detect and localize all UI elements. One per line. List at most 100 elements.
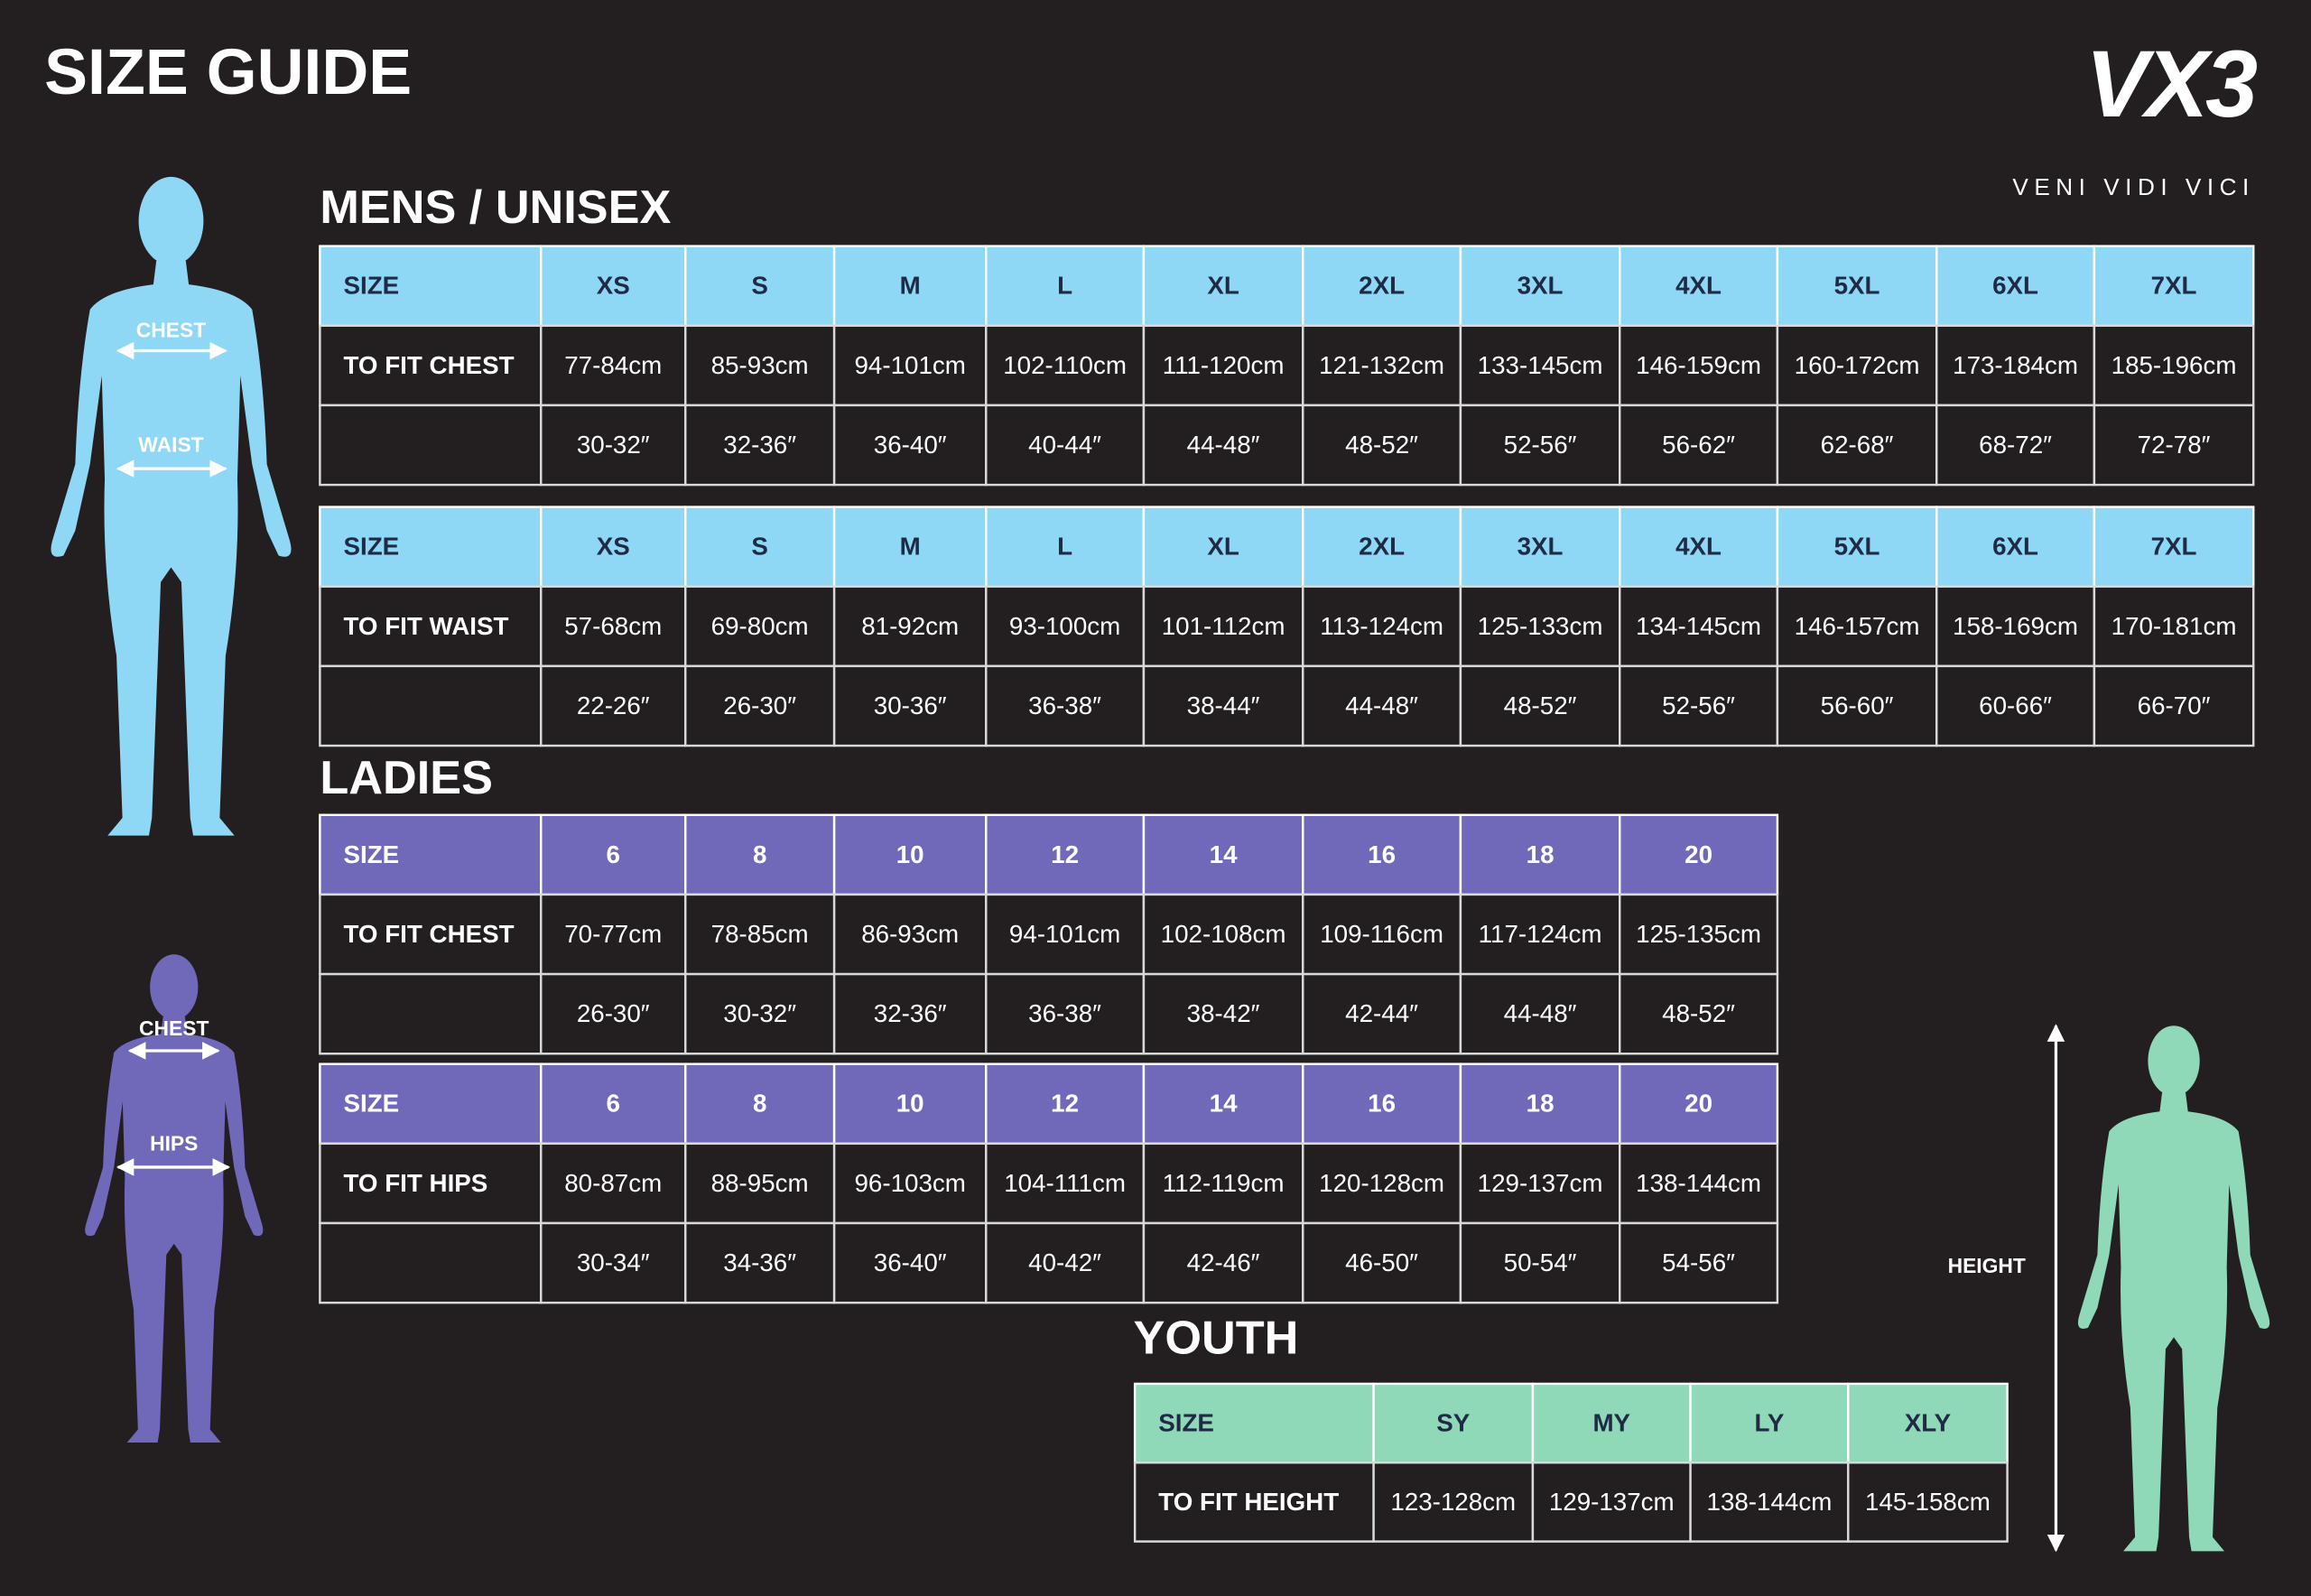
header-cell: [1619, 1062, 1779, 1146]
size-table: SIZE XS S M L XL 2XL 3XL 4XL 5XL 6XL 7XL TO FIT CHES…: [319, 245, 2255, 487]
cell-text: 32-36″: [723, 431, 796, 459]
header-cell: [1619, 813, 1779, 896]
header-text: XS: [597, 272, 630, 300]
body-cell: [684, 972, 836, 1055]
cell-text: 48-52″: [1504, 691, 1577, 719]
body-cell: [1302, 324, 1462, 407]
section-title: YOUTH: [1134, 1312, 1299, 1364]
header-cell: [1142, 1062, 1304, 1146]
header-text: 18: [1527, 840, 1555, 868]
body-cell: [1142, 1142, 1304, 1225]
header-cell: [1847, 1382, 2009, 1464]
header-text: XL: [1207, 533, 1239, 561]
size-table: SIZE 6 8 10 12 14 16 18 20 TO FIT HIPS 80-87cm 88-9…: [319, 1062, 1779, 1304]
cell-text: 134-145cm: [1636, 612, 1761, 640]
body-cell: [319, 404, 543, 487]
cell-text: 36-40″: [874, 1248, 947, 1276]
header-text: 8: [753, 840, 766, 868]
header-cell: [2093, 506, 2255, 588]
body-cell: [2093, 664, 2255, 747]
header-cell: [1459, 245, 1621, 328]
header-text: 3XL: [1517, 533, 1564, 561]
row-label: TO FIT WAIST: [343, 612, 508, 640]
cell-text: 85-93cm: [711, 351, 809, 379]
cell-text: 86-93cm: [861, 920, 959, 948]
body-cell: [832, 664, 988, 747]
cell-text: 42-44″: [1345, 999, 1418, 1027]
body-cell: [1142, 893, 1304, 976]
cell-text: 32-36″: [874, 999, 947, 1027]
header-text: 10: [896, 1090, 924, 1118]
header-cell: [1372, 1382, 1535, 1464]
body-cell: [985, 972, 1146, 1055]
cell-text: 133-145cm: [1478, 351, 1603, 379]
row-label: TO FIT CHEST: [343, 351, 514, 379]
cell-text: 44-48″: [1187, 431, 1260, 459]
header-text: S: [751, 272, 768, 300]
cell-text: 125-135cm: [1636, 920, 1761, 948]
body-cell: [319, 972, 543, 1055]
header-cell: [1302, 245, 1462, 328]
header-cell: [832, 813, 988, 896]
header-cell: [1776, 506, 1938, 588]
cell-text: 48-52″: [1662, 999, 1735, 1027]
header-text: L: [1057, 272, 1072, 300]
body-cell: [1302, 664, 1462, 747]
header-cell: [832, 245, 988, 328]
header-cell: [319, 1062, 543, 1146]
header-cell: [319, 245, 543, 328]
header-text: SIZE: [343, 1090, 399, 1118]
cell-text: 70-77cm: [564, 920, 662, 948]
header-cell: [1531, 1382, 1692, 1464]
header-text: 4XL: [1675, 272, 1722, 300]
header-cell: [985, 506, 1146, 588]
figure-label: CHEST: [139, 1016, 209, 1040]
header-text: 10: [896, 840, 924, 868]
body-cell: [1619, 1221, 1779, 1304]
header-text: SY: [1436, 1409, 1471, 1437]
header-text: 3XL: [1517, 272, 1564, 300]
body-cell: [1133, 1461, 1375, 1543]
header-text: 4XL: [1675, 533, 1722, 561]
cell-text: 30-32″: [577, 431, 650, 459]
header-cell: [319, 813, 543, 896]
body-cell: [2093, 585, 2255, 668]
header-text: 2XL: [1359, 272, 1405, 300]
cell-text: 56-62″: [1662, 431, 1735, 459]
header-cell: [1776, 245, 1938, 328]
cell-text: 42-46″: [1187, 1248, 1260, 1276]
cell-text: 88-95cm: [711, 1169, 809, 1197]
size-table: SIZE XS S M L XL 2XL 3XL 4XL 5XL 6XL 7XL TO FIT WAIS…: [319, 506, 2255, 747]
body-cell: [1847, 1461, 2009, 1543]
body-cell: [1619, 664, 1779, 747]
body-cell: [319, 1142, 543, 1225]
body-cell: [1459, 1221, 1621, 1304]
header-text: S: [751, 533, 768, 561]
cell-text: 40-44″: [1028, 431, 1101, 459]
header-text: XL: [1207, 272, 1239, 300]
body-cell: [540, 664, 687, 747]
header-text: 6: [607, 1090, 620, 1118]
cell-text: 66-70″: [2138, 691, 2211, 719]
body-cell: [1142, 404, 1304, 487]
body-cell: [2093, 324, 2255, 407]
cell-text: 146-159cm: [1636, 351, 1761, 379]
page-title: SIZE GUIDE: [44, 36, 412, 108]
size-table: SIZE SY MY LY XLY TO FIT HEIGHT 123-128cm 129-1…: [1133, 1382, 2009, 1543]
row-label: TO FIT HEIGHT: [1158, 1488, 1339, 1516]
body-cell: [1935, 404, 2096, 487]
cell-text: 26-30″: [723, 691, 796, 719]
body-cell: [1302, 404, 1462, 487]
header-text: 7XL: [2151, 272, 2197, 300]
body-cell: [985, 1142, 1146, 1225]
header-text: 16: [1368, 840, 1396, 868]
cell-text: 104-111cm: [1004, 1169, 1126, 1197]
cell-text: 173-184cm: [1953, 351, 2078, 379]
cell-text: 44-48″: [1504, 999, 1577, 1027]
cell-text: 80-87cm: [564, 1169, 662, 1197]
body-cell: [1459, 1142, 1621, 1225]
cell-text: 112-119cm: [1163, 1169, 1285, 1197]
cell-text: 77-84cm: [564, 351, 662, 379]
header-cell: [684, 506, 836, 588]
